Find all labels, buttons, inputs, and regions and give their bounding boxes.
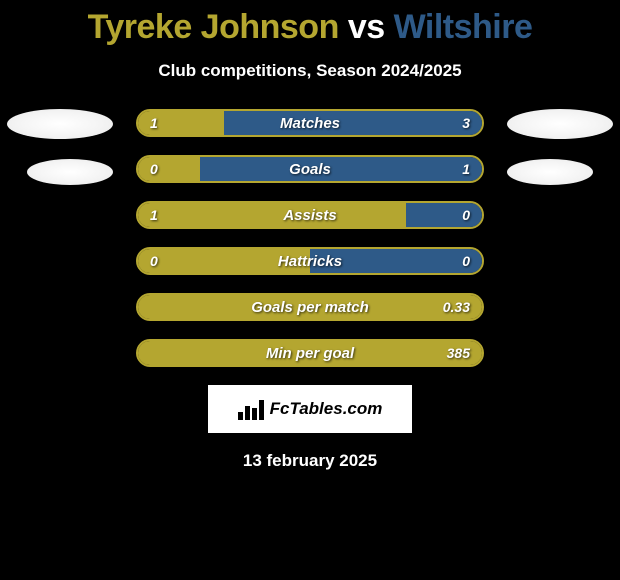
stat-bar-row: 0.33Goals per match <box>136 293 484 321</box>
brand-box: FcTables.com <box>208 385 412 433</box>
stat-bars-container: 13Matches 01Goals 10Assists 00Hattricks 0.33… <box>136 109 484 367</box>
chart-area: 13Matches 01Goals 10Assists 00Hattricks 0.33… <box>0 109 620 367</box>
subtitle: Club competitions, Season 2024/2025 <box>0 61 620 81</box>
decorative-ellipse <box>507 159 593 185</box>
stat-bar-row: 00Hattricks <box>136 247 484 275</box>
decorative-ellipse <box>507 109 613 139</box>
stat-label: Goals <box>138 157 482 181</box>
stat-label: Assists <box>138 203 482 227</box>
decorative-ellipse <box>27 159 113 185</box>
vs-text: vs <box>348 8 385 46</box>
comparison-title: Tyreke Johnson vs Wiltshire <box>0 0 620 47</box>
stat-label: Min per goal <box>138 341 482 365</box>
brand-text: FcTables.com <box>270 399 383 419</box>
stat-bar-row: 13Matches <box>136 109 484 137</box>
player2-name: Wiltshire <box>394 8 533 46</box>
stat-label: Hattricks <box>138 249 482 273</box>
stat-bar-row: 385Min per goal <box>136 339 484 367</box>
stat-label: Matches <box>138 111 482 135</box>
bars-icon <box>238 398 264 420</box>
player1-name: Tyreke Johnson <box>88 8 339 46</box>
date-text: 13 february 2025 <box>0 451 620 471</box>
stat-label: Goals per match <box>138 295 482 319</box>
decorative-ellipse <box>7 109 113 139</box>
stat-bar-row: 10Assists <box>136 201 484 229</box>
stat-bar-row: 01Goals <box>136 155 484 183</box>
